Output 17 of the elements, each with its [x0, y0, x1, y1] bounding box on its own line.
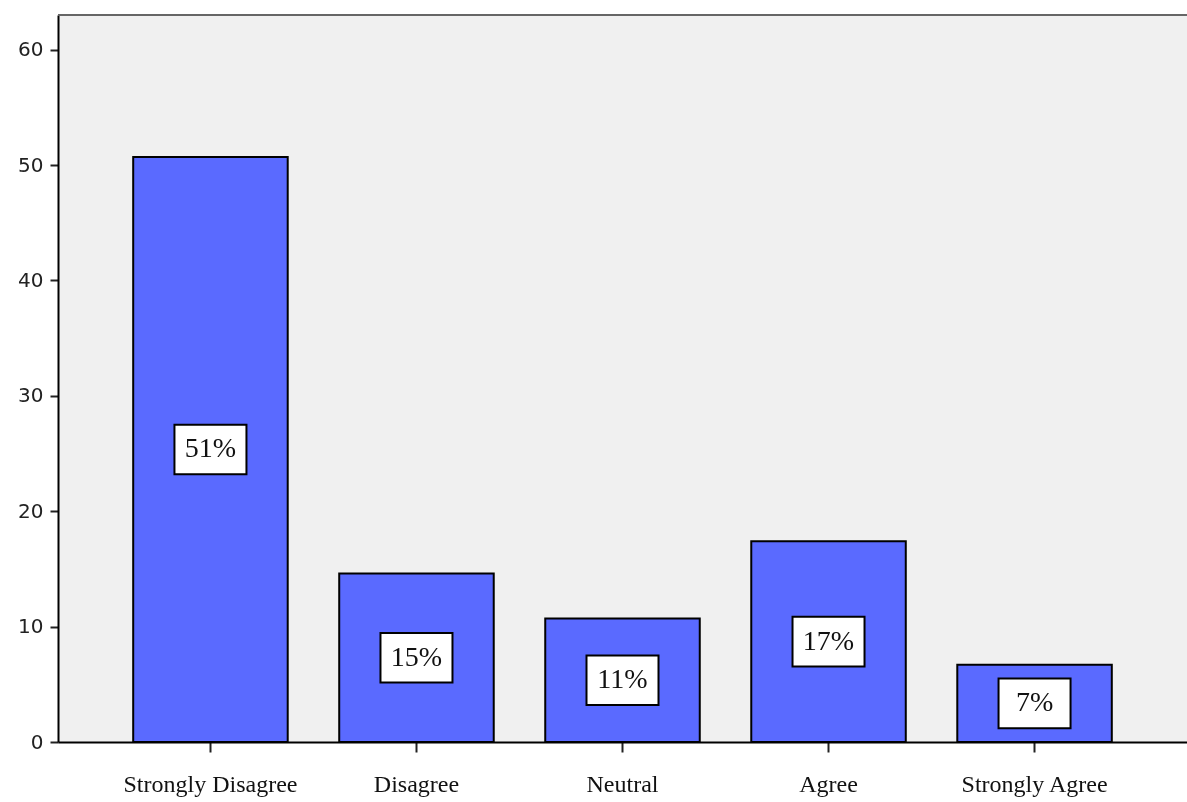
y-tick-label: 50	[18, 152, 44, 177]
y-tick-label: 10	[18, 614, 44, 639]
x-tick-label: Strongly Agree	[961, 770, 1108, 797]
data-label: 17%	[802, 624, 855, 656]
x-tick-label: Strongly Disagree	[123, 770, 298, 797]
y-tick-label: 60	[18, 37, 44, 62]
data-label: 51%	[184, 432, 237, 464]
x-tick-label: Agree	[799, 770, 858, 797]
data-label: 11%	[597, 663, 648, 695]
y-tick-label: 30	[18, 383, 44, 408]
y-tick-label: 40	[18, 267, 44, 292]
y-tick-label: 20	[18, 498, 44, 523]
x-tick-label: Disagree	[373, 770, 460, 797]
x-tick-label: Neutral	[586, 770, 659, 797]
y-tick-label: 0	[30, 729, 44, 754]
data-label: 7%	[1015, 686, 1054, 718]
data-label: 15%	[390, 640, 443, 672]
